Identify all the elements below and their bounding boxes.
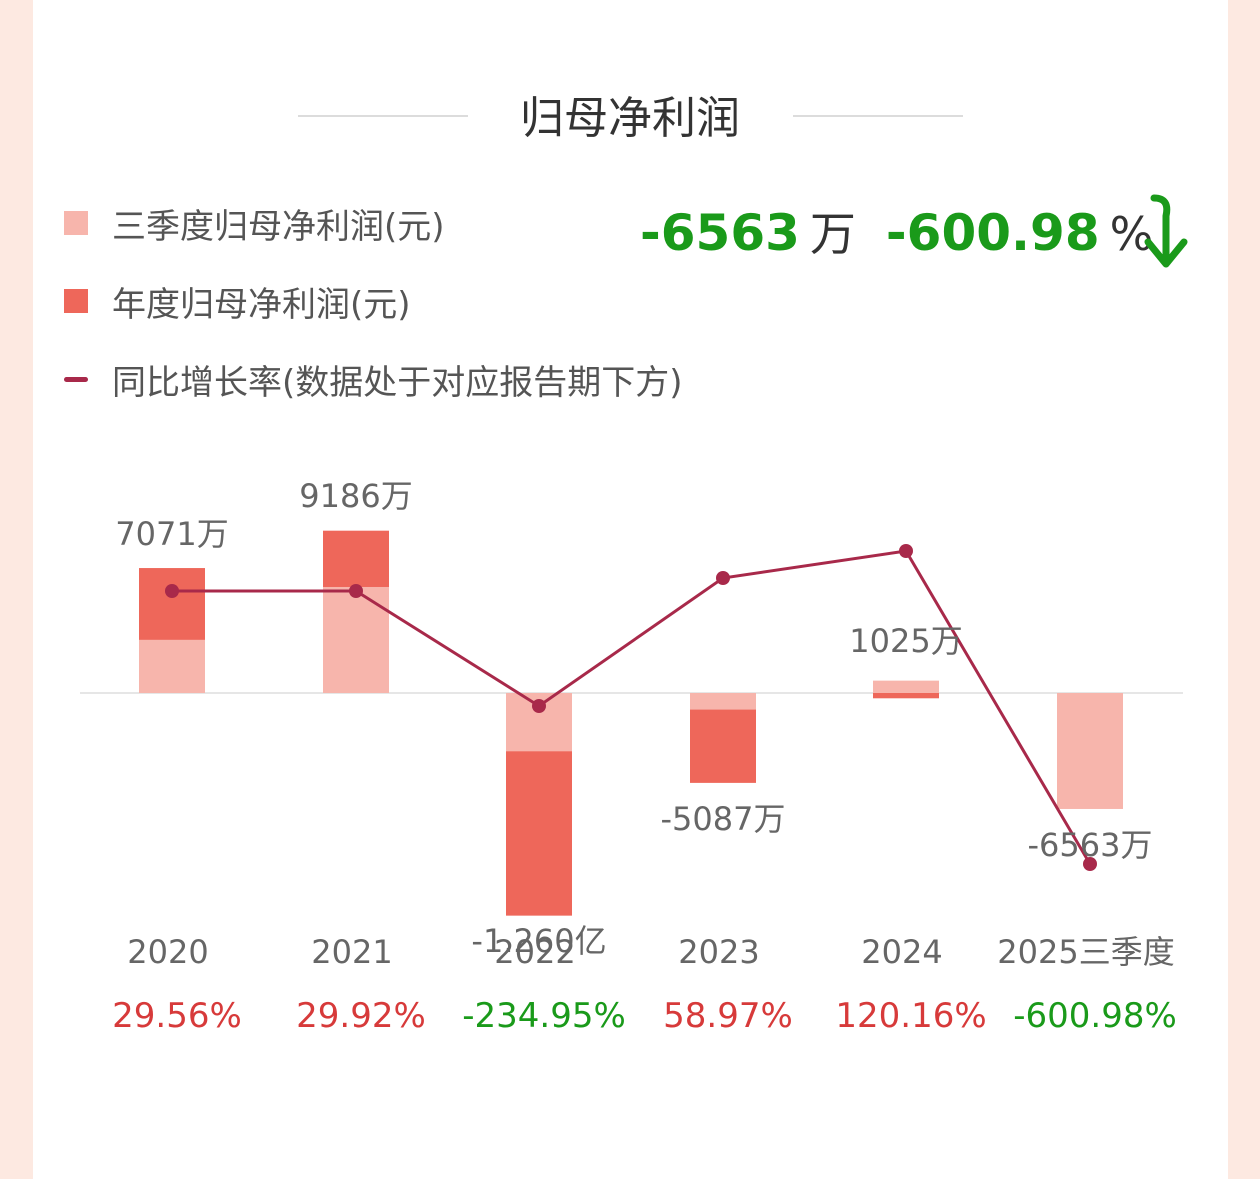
yoy-point [349,584,363,598]
summary-figures: -6563 万 -600.98 % [640,198,1154,262]
summary-value-unit: 万 [809,207,856,261]
bar-value-label: 1025万 [849,622,962,660]
annual-bar [873,693,939,699]
summary-value: -6563 [640,204,800,262]
title-divider-right [793,115,963,117]
x-axis-tick-label: 2022 [494,933,575,971]
chart-title: 归母净利润 [520,93,740,144]
q3-bar [323,586,389,693]
x-axis-tick-label: 2025三季度 [997,933,1174,971]
yoy-growth-label: -234.95% [462,996,626,1036]
summary-growth: -600.98 [885,204,1100,262]
yoy-point [1083,857,1097,871]
legend-item-q3[interactable]: 三季度归母净利润(元) [64,203,445,247]
yoy-point [899,544,913,558]
bar-value-label: -5087万 [661,800,786,838]
yoy-growth-label: 120.16% [835,996,986,1036]
legend-label-yoy: 同比增长率(数据处于对应报告期下方) [112,362,683,403]
yoy-point [532,699,546,713]
legend-label-q3: 三季度归母净利润(元) [112,206,445,247]
q3-bar [873,680,939,693]
yoy-point [716,571,730,585]
yoy-growth-label: 58.97% [663,996,793,1036]
legend-item-annual[interactable]: 年度归母净利润(元) [64,281,411,325]
yoy-growth-label: 29.56% [112,996,242,1036]
yoy-point [165,584,179,598]
yoy-growth-label: -600.98% [1013,996,1177,1036]
q3-bar [1057,693,1123,809]
legend-swatch-annual [64,289,88,313]
down-arrow-icon [1144,194,1188,268]
x-axis-tick-label: 2021 [311,933,392,971]
yoy-growth-line [172,549,1092,865]
x-axis-tick-label: 2024 [861,933,942,971]
bar-value-label: 7071万 [115,515,228,553]
legend-label-annual: 年度归母净利润(元) [112,284,411,325]
x-axis-tick-label: 2023 [678,933,759,971]
bar-value-label: -1.260亿 [471,922,606,960]
legend-swatch-yoy [64,376,88,382]
legend-swatch-q3 [64,211,88,235]
legend-item-yoy[interactable]: 同比增长率(数据处于对应报告期下方) [64,359,683,403]
bar-value-label: 9186万 [299,477,412,515]
q3-bar [690,693,756,710]
q3-bar [139,639,205,693]
x-axis-tick-label: 2020 [127,933,208,971]
yoy-growth-label: 29.92% [296,996,426,1036]
bar-value-label: -6563万 [1028,826,1153,864]
summary-growth-unit: % [1109,207,1154,261]
title-divider-left [298,115,468,117]
